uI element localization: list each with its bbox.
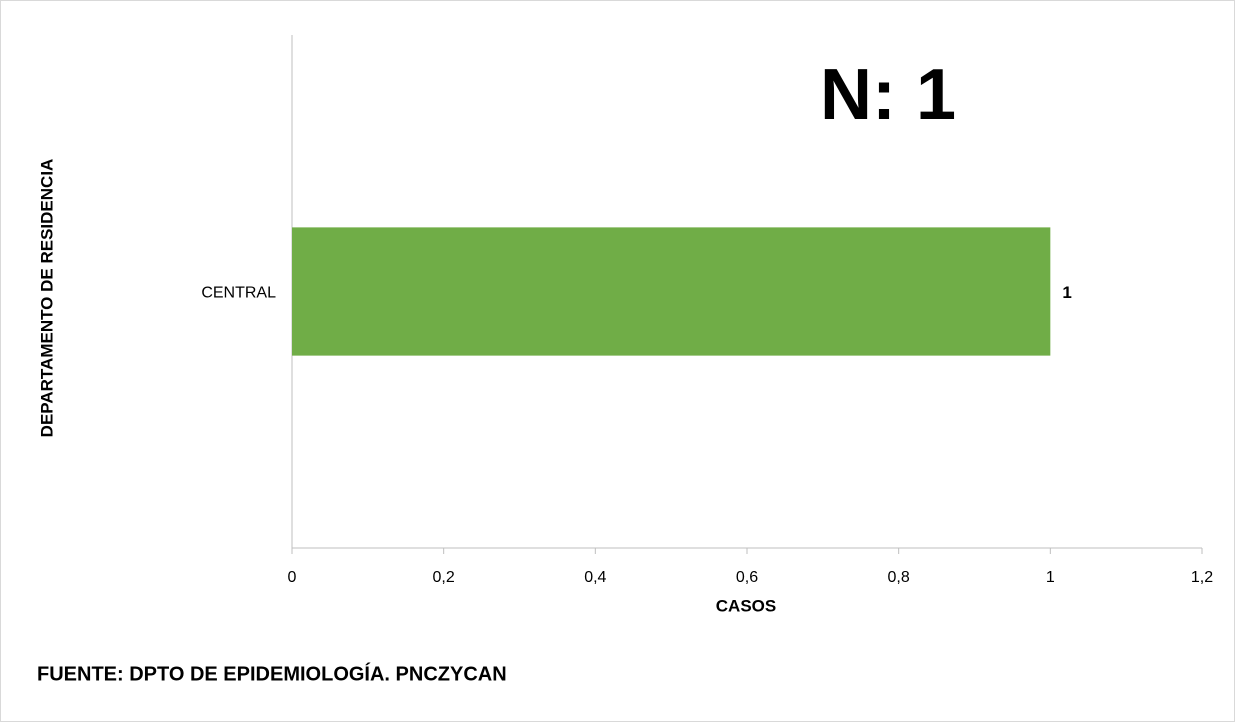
y-tick-label: CENTRAL <box>201 285 276 302</box>
x-tick-label: 0,4 <box>584 569 606 586</box>
annotation: N: 1 <box>820 55 956 135</box>
source-note: FUENTE: DPTO DE EPIDEMIOLOGÍA. PNCZYCAN <box>37 662 507 685</box>
x-tick-label: 0,8 <box>888 569 910 586</box>
x-tick-label: 0,2 <box>433 569 455 586</box>
bar <box>292 227 1051 356</box>
x-tick-label: 1 <box>1046 569 1055 586</box>
data-label: 1 <box>1062 283 1071 302</box>
x-axis-label: CASOS <box>716 596 776 615</box>
x-tick-label: 0,6 <box>736 569 758 586</box>
x-tick-label: 0 <box>288 569 297 586</box>
x-tick-label: 1,2 <box>1191 569 1213 586</box>
y-axis-label: DEPARTAMENTO DE RESIDENCIA <box>37 159 56 438</box>
